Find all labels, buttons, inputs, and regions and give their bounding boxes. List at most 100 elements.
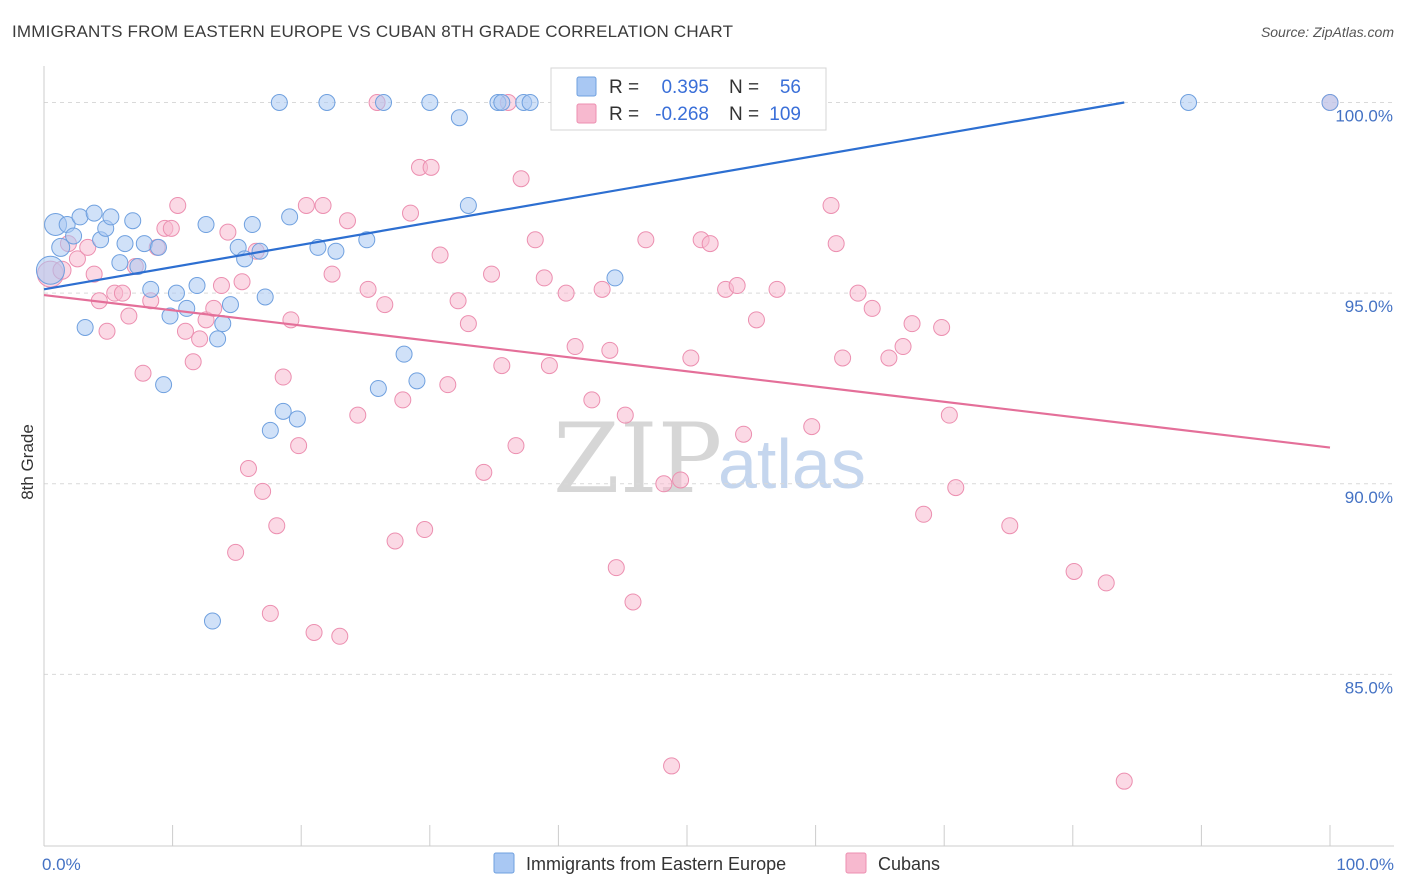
cubans-point bbox=[624, 593, 642, 611]
eastern-europe-point bbox=[65, 227, 83, 245]
cubans-point bbox=[672, 471, 690, 489]
cubans-point bbox=[822, 196, 840, 214]
eastern-europe-point bbox=[395, 345, 413, 363]
series-legend-label-blue: Immigrants from Eastern Europe bbox=[526, 854, 786, 874]
eastern-europe-point bbox=[203, 612, 221, 630]
eastern-europe-point bbox=[142, 280, 160, 298]
cubans-point bbox=[735, 425, 753, 443]
cubans-point bbox=[947, 479, 965, 497]
eastern-europe-point bbox=[270, 94, 288, 112]
cubans-point bbox=[655, 475, 673, 493]
eastern-europe-point bbox=[1321, 94, 1339, 112]
y-tick-label: 90.0% bbox=[1345, 488, 1393, 507]
chart-title: IMMIGRANTS FROM EASTERN EUROPE VS CUBAN … bbox=[12, 22, 734, 41]
cubans-point bbox=[205, 299, 223, 317]
cubans-point bbox=[439, 376, 457, 394]
cubans-point bbox=[169, 196, 187, 214]
eastern-europe-point bbox=[281, 208, 299, 226]
cubans-point bbox=[512, 170, 530, 188]
legend-n-value-blue: 56 bbox=[780, 77, 801, 98]
cubans-point bbox=[507, 437, 525, 455]
cubans-point bbox=[834, 349, 852, 367]
trend-lines bbox=[43, 101, 1331, 449]
eastern-europe-point bbox=[358, 231, 376, 249]
cubans-point bbox=[566, 338, 584, 356]
cubans-point bbox=[593, 280, 611, 298]
cubans-point bbox=[120, 307, 138, 325]
eastern-europe-point bbox=[318, 94, 336, 112]
cubans-trend-line bbox=[43, 293, 1331, 449]
eastern-europe-point bbox=[135, 235, 153, 253]
cubans-point bbox=[540, 357, 558, 375]
eastern-europe-point bbox=[288, 410, 306, 428]
cubans-point bbox=[422, 158, 440, 176]
legend-box bbox=[550, 67, 827, 131]
cubans-point bbox=[113, 284, 131, 302]
legend-n-label-pink: N = bbox=[729, 104, 759, 125]
legend-swatch-pink bbox=[576, 103, 597, 124]
eastern-europe-point bbox=[369, 379, 387, 397]
eastern-europe-point bbox=[606, 269, 624, 287]
cubans-point bbox=[85, 265, 103, 283]
series-legend-swatch-blue bbox=[493, 852, 515, 874]
eastern-europe-point bbox=[493, 94, 511, 112]
cubans-point bbox=[261, 604, 279, 622]
cubans-point bbox=[1001, 517, 1019, 535]
cubans-point bbox=[184, 353, 202, 371]
cubans-point bbox=[493, 357, 511, 375]
eastern-europe-point bbox=[51, 237, 71, 257]
eastern-europe-trend-line bbox=[43, 101, 1125, 291]
cubans-point bbox=[915, 505, 933, 523]
eastern-europe-point bbox=[261, 421, 279, 439]
y-tick-label: 85.0% bbox=[1345, 678, 1393, 697]
cubans-point bbox=[297, 196, 315, 214]
cubans-point bbox=[402, 204, 420, 222]
cubans-point bbox=[331, 627, 349, 645]
legend-r-value-blue: 0.395 bbox=[661, 77, 709, 98]
eastern-europe-point bbox=[197, 216, 215, 234]
x-tick-max: 100.0% bbox=[1336, 855, 1394, 874]
cubans-point bbox=[290, 437, 308, 455]
eastern-europe-point bbox=[149, 238, 167, 256]
eastern-europe-point bbox=[167, 284, 185, 302]
eastern-europe-point bbox=[450, 109, 468, 127]
legend-r-label-pink: R = bbox=[609, 104, 639, 125]
eastern-europe-point bbox=[274, 402, 292, 420]
eastern-europe-point bbox=[243, 216, 261, 234]
cubans-point bbox=[880, 349, 898, 367]
y-tick-label: 100.0% bbox=[1335, 107, 1393, 126]
x-tick-min: 0.0% bbox=[42, 855, 81, 874]
cubans-point bbox=[79, 238, 97, 256]
eastern-europe-point bbox=[408, 372, 426, 390]
cubans-point bbox=[663, 757, 681, 775]
cubans-point bbox=[254, 482, 272, 500]
cubans-point bbox=[535, 269, 553, 287]
cubans-point bbox=[431, 246, 449, 264]
cubans-point bbox=[227, 543, 245, 561]
y-tick-label: 95.0% bbox=[1345, 297, 1393, 316]
cubans-point bbox=[1065, 562, 1083, 580]
eastern-europe-point bbox=[1180, 94, 1198, 112]
eastern-europe-points bbox=[35, 94, 1339, 630]
series-legend-label-pink: Cubans bbox=[878, 854, 940, 874]
cubans-point bbox=[768, 280, 786, 298]
cubans-point bbox=[894, 338, 912, 356]
cubans-point bbox=[239, 460, 257, 478]
y-tick-labels: 85.0% 90.0% 95.0% 100.0% bbox=[1335, 107, 1393, 698]
cubans-point bbox=[747, 311, 765, 329]
cubans-point bbox=[376, 296, 394, 314]
cubans-point bbox=[607, 559, 625, 577]
cubans-point bbox=[933, 318, 951, 336]
eastern-europe-point bbox=[459, 196, 477, 214]
eastern-europe-point bbox=[161, 307, 179, 325]
eastern-europe-point bbox=[85, 204, 103, 222]
cubans-point bbox=[212, 277, 230, 295]
cubans-point bbox=[338, 212, 356, 230]
eastern-europe-point bbox=[178, 299, 196, 317]
y-axis-label: 8th Grade bbox=[18, 424, 37, 500]
eastern-europe-point bbox=[209, 330, 227, 348]
eastern-europe-point bbox=[102, 208, 120, 226]
eastern-europe-point bbox=[256, 288, 274, 306]
cubans-point bbox=[583, 391, 601, 409]
